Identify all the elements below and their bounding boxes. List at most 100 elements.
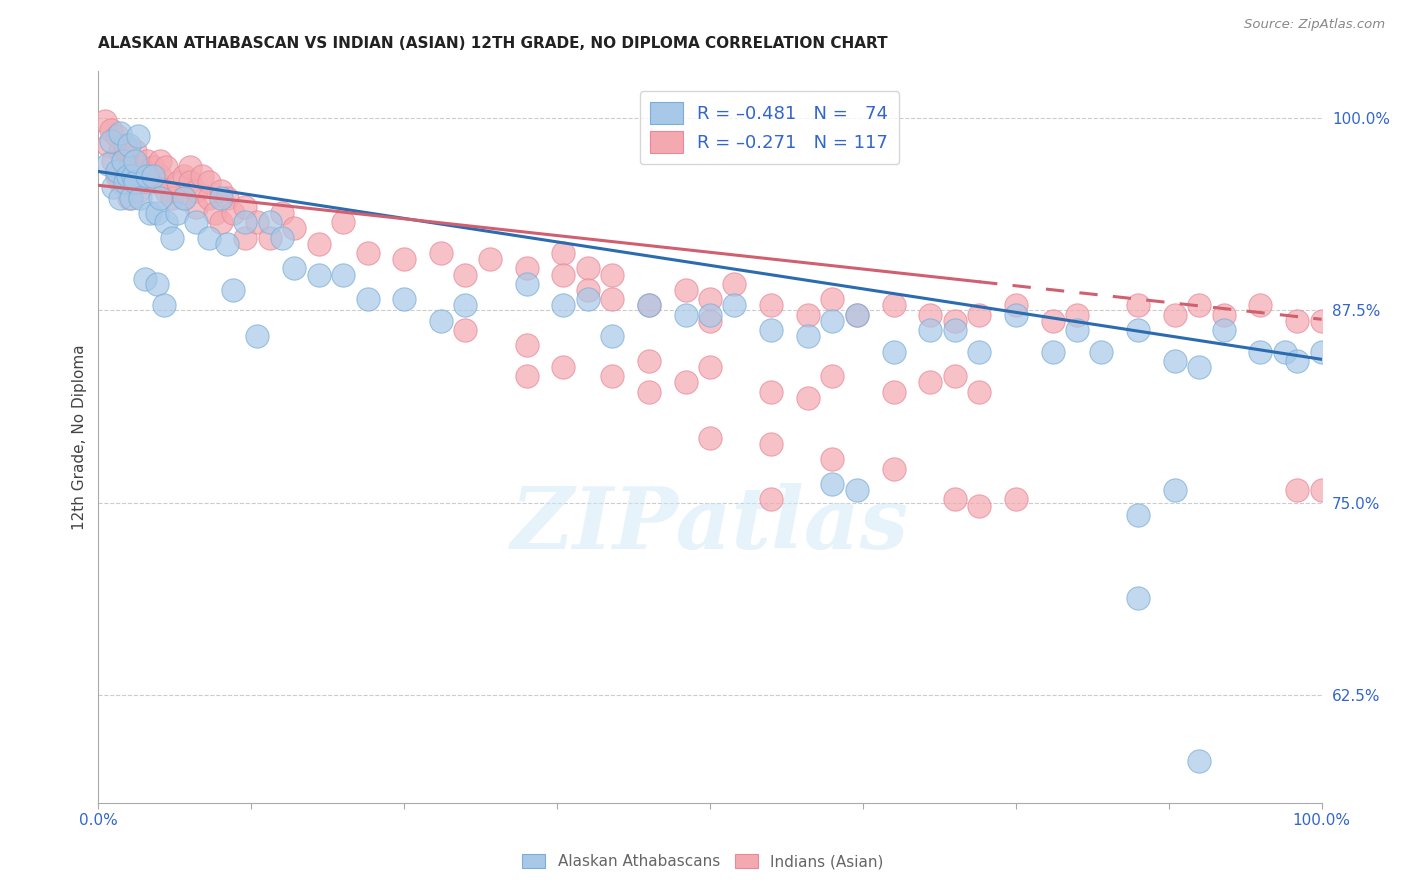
Point <box>179 175 201 189</box>
Point <box>160 191 183 205</box>
Point <box>638 298 661 312</box>
Point <box>222 206 245 220</box>
Point <box>1090 344 1112 359</box>
Point <box>1128 323 1150 337</box>
Point <box>100 123 122 137</box>
Point <box>600 329 623 343</box>
Point <box>883 384 905 399</box>
Point <box>553 298 575 312</box>
Point <box>186 200 208 214</box>
Point <box>515 277 537 291</box>
Point <box>1066 308 1088 322</box>
Point <box>121 153 143 168</box>
Point <box>308 236 330 251</box>
Point <box>576 283 599 297</box>
Point <box>1286 354 1309 368</box>
Point <box>105 129 128 144</box>
Point <box>920 376 942 390</box>
Point <box>120 191 142 205</box>
Point <box>761 384 783 399</box>
Point <box>209 185 232 199</box>
Point <box>1188 359 1211 374</box>
Point <box>105 169 128 183</box>
Point <box>553 268 575 282</box>
Point <box>233 230 256 244</box>
Point <box>600 292 623 306</box>
Point <box>967 499 990 513</box>
Point <box>246 329 269 343</box>
Text: ZIPatlas: ZIPatlas <box>510 483 910 566</box>
Point <box>967 384 990 399</box>
Point <box>283 261 305 276</box>
Point <box>1004 492 1026 507</box>
Point <box>1164 483 1187 498</box>
Point <box>883 298 905 312</box>
Point <box>191 169 214 183</box>
Point <box>1286 314 1309 328</box>
Point <box>167 175 190 189</box>
Point <box>173 191 195 205</box>
Point <box>943 314 966 328</box>
Point <box>105 164 128 178</box>
Point <box>1249 344 1271 359</box>
Point <box>797 308 820 322</box>
Point <box>101 179 124 194</box>
Point <box>270 230 294 244</box>
Point <box>124 153 146 168</box>
Point <box>155 160 177 174</box>
Point <box>761 437 783 451</box>
Point <box>127 129 149 144</box>
Point <box>392 292 416 306</box>
Point <box>110 191 132 205</box>
Point <box>153 298 176 312</box>
Point <box>1286 483 1309 498</box>
Point <box>675 376 697 390</box>
Point <box>356 292 378 306</box>
Point <box>146 175 169 189</box>
Point <box>127 185 149 199</box>
Point <box>454 323 477 337</box>
Point <box>553 246 575 260</box>
Point <box>1249 298 1271 312</box>
Point <box>478 252 501 267</box>
Point <box>761 298 783 312</box>
Point <box>515 338 537 352</box>
Point <box>1066 323 1088 337</box>
Point <box>114 138 136 153</box>
Point <box>943 323 966 337</box>
Point <box>943 492 966 507</box>
Point <box>136 153 159 168</box>
Point <box>259 230 281 244</box>
Point <box>1128 298 1150 312</box>
Point <box>246 215 269 229</box>
Point <box>1042 314 1064 328</box>
Point <box>166 206 188 220</box>
Point <box>146 277 169 291</box>
Point <box>146 206 169 220</box>
Point <box>1188 754 1211 768</box>
Point <box>101 153 124 168</box>
Point <box>576 292 599 306</box>
Point <box>699 308 721 322</box>
Point <box>761 492 783 507</box>
Point <box>675 308 697 322</box>
Point <box>967 308 990 322</box>
Point <box>155 185 177 199</box>
Point <box>209 215 232 229</box>
Point <box>1004 308 1026 322</box>
Point <box>93 113 115 128</box>
Point <box>761 323 783 337</box>
Point <box>149 169 172 183</box>
Point <box>155 215 177 229</box>
Point <box>1164 308 1187 322</box>
Point <box>920 308 942 322</box>
Point <box>173 169 195 183</box>
Point <box>454 298 477 312</box>
Point <box>600 369 623 384</box>
Point <box>186 215 208 229</box>
Point <box>270 206 294 220</box>
Point <box>114 169 136 183</box>
Point <box>124 175 146 189</box>
Point <box>110 175 132 189</box>
Point <box>100 134 122 148</box>
